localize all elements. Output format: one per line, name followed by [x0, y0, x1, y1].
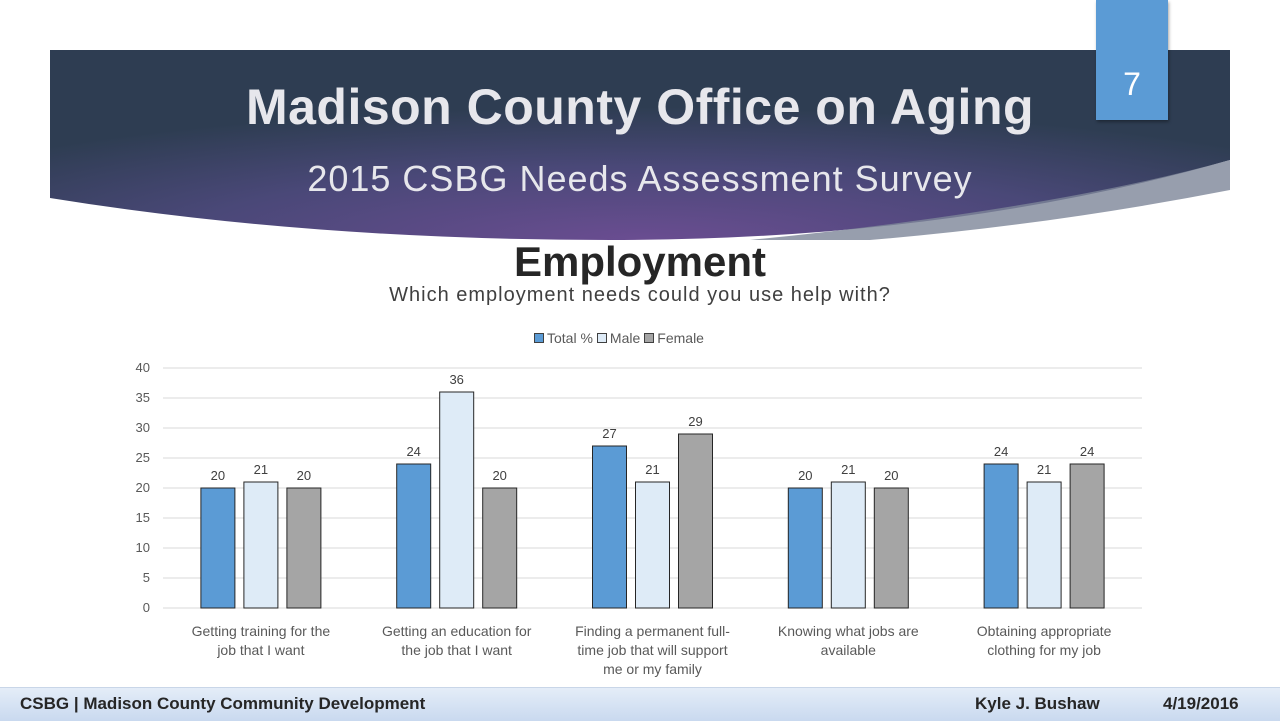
chart-legend: Total % Male Female [534, 330, 708, 346]
section-title: Employment [513, 238, 767, 285]
legend-item-total: Total % [534, 330, 593, 346]
data-label: 20 [297, 468, 311, 483]
data-label: 27 [602, 426, 616, 441]
x-category-label: clothing for my job [987, 642, 1101, 658]
data-label: 24 [1080, 444, 1094, 459]
data-label: 24 [994, 444, 1008, 459]
bar [482, 487, 518, 609]
employment-bar-chart: 0 5 10 15 20 25 30 35 40 20 21 20 Getting training f… [136, 360, 1142, 677]
y-tick-label: 15 [136, 510, 150, 525]
data-label: 21 [645, 462, 659, 477]
bar [439, 391, 475, 609]
legend-item-female: Female [644, 330, 704, 346]
slide-subtitle: 2015 CSBG Needs Assessment Survey [307, 158, 973, 199]
y-tick-label: 20 [136, 480, 150, 495]
y-tick-label: 35 [136, 390, 150, 405]
y-tick-label: 10 [136, 540, 150, 555]
y-tick-label: 5 [143, 570, 150, 585]
data-label: 21 [1037, 462, 1051, 477]
data-label: 21 [841, 462, 855, 477]
legend-swatch-male [596, 333, 607, 343]
y-tick-label: 40 [136, 360, 150, 375]
survey-question: Which employment needs could you use hel… [389, 284, 891, 306]
data-label: 20 [798, 468, 812, 483]
footer-organization: CSBG | Madison County Community Developm… [20, 694, 426, 713]
y-tick-label: 25 [136, 450, 150, 465]
bar [592, 445, 627, 609]
legend-label-male: Male [609, 330, 641, 346]
x-category-label: Knowing what jobs are [778, 623, 919, 639]
bar [635, 481, 670, 609]
data-label: 29 [688, 414, 702, 429]
slide-number: 7 [1123, 66, 1141, 102]
footer-date: 4/19/2016 [1163, 694, 1239, 713]
x-category-label: available [821, 642, 876, 658]
x-category-label: the job that I want [401, 642, 512, 658]
x-category-label: Obtaining appropriate [977, 623, 1112, 639]
bar [1069, 463, 1105, 609]
data-label: 36 [449, 372, 463, 387]
x-category-label: job that I want [216, 642, 304, 658]
bar [983, 463, 1019, 609]
y-tick-label: 30 [136, 420, 150, 435]
data-label: 24 [406, 444, 420, 459]
bar [286, 487, 322, 609]
bar [787, 487, 823, 609]
y-tick-label: 0 [143, 600, 150, 615]
bar [200, 487, 236, 609]
footer-bar: CSBG | Madison County Community Developm… [0, 687, 1280, 721]
x-category-label: Getting training for the [192, 623, 331, 639]
data-label: 20 [211, 468, 225, 483]
data-label: 20 [492, 468, 506, 483]
legend-label-total: Total % [547, 330, 593, 346]
bar [678, 433, 713, 609]
data-label: 21 [254, 462, 268, 477]
x-category-label: me or my family [603, 661, 702, 677]
legend-item-male: Male [596, 330, 641, 346]
legend-swatch-total [534, 333, 544, 343]
data-label: 20 [884, 468, 898, 483]
x-category-label: time job that will support [577, 642, 727, 658]
slide-title: Madison County Office on Aging [245, 79, 1035, 135]
bar [873, 487, 909, 609]
footer-author: Kyle J. Bushaw [975, 694, 1100, 713]
slide-number-badge: 7 [1096, 0, 1168, 120]
x-category-label: Finding a permanent full- [575, 623, 730, 639]
bar [830, 481, 866, 609]
bar [243, 481, 279, 609]
bar [1026, 481, 1062, 609]
bar [396, 463, 432, 609]
legend-label-female: Female [657, 330, 704, 346]
legend-swatch-female [644, 333, 655, 343]
x-category-label: Getting an education for [382, 623, 532, 639]
title-banner [50, 50, 1230, 240]
